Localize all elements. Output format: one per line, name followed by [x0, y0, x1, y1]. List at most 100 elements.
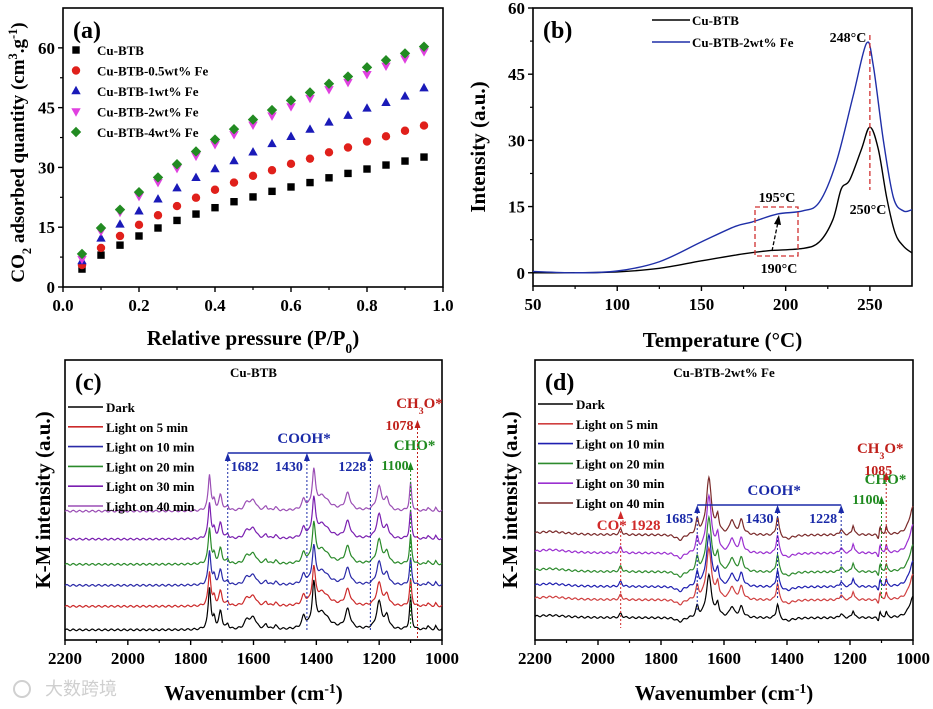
x-tick-label: 1000	[425, 649, 459, 668]
data-point-diamond	[247, 114, 259, 125]
data-point-circle	[153, 211, 163, 220]
x-tick-label: 1.0	[432, 296, 453, 315]
x-tick-label: 0.2	[128, 296, 149, 315]
x-axis-label: Temperature (°C)	[643, 328, 802, 352]
label-part: 2	[20, 248, 34, 254]
series-3	[77, 48, 429, 265]
band-arrow	[407, 462, 414, 470]
data-point-triangle-down	[324, 86, 334, 95]
spectrum-line-0	[534, 572, 914, 623]
band-arrow	[838, 505, 845, 513]
data-point-triangle-up	[419, 82, 429, 92]
label-part: adsorbed quantity (cm	[8, 59, 29, 248]
ch3o-band-label: 1085	[864, 464, 892, 479]
annotation-250: 250°C	[850, 203, 887, 218]
series-2	[77, 82, 429, 265]
band-arrow	[883, 472, 890, 480]
x-tick-label: 1400	[299, 649, 333, 668]
label-part: )	[806, 681, 813, 705]
band-arrow	[224, 453, 231, 461]
data-point-square	[382, 161, 390, 169]
ch3o-label: CH3O*	[396, 396, 443, 417]
band-arrow	[617, 511, 624, 519]
data-point-triangle-down	[191, 152, 201, 162]
data-point-circle	[96, 243, 106, 253]
data-point-circle	[343, 143, 353, 152]
data-point-circle	[229, 178, 239, 187]
cho-band-label: 1100	[381, 459, 408, 474]
data-point-diamond	[152, 172, 164, 183]
label-part: -1	[6, 29, 20, 39]
legend-label: Cu-BTB	[97, 43, 144, 58]
legend-label: Light on 5 min	[576, 417, 659, 432]
spectrum-line-3	[534, 514, 914, 578]
x-tick-label: 250	[857, 295, 883, 314]
data-point-square	[268, 187, 276, 196]
spectrum-line-1	[64, 564, 443, 608]
data-point-square	[401, 157, 409, 165]
data-point-diamond	[209, 134, 221, 145]
label-part: .g	[8, 39, 29, 54]
y-tick-label: 45	[38, 99, 55, 118]
legend-label: Light on 40 min	[106, 499, 195, 514]
data-point-square	[154, 224, 162, 232]
data-point-circle	[419, 121, 429, 130]
data-point-triangle-down	[248, 121, 258, 130]
data-point-triangle-up	[96, 233, 106, 242]
band-arrow	[414, 420, 421, 428]
panel-c-cubtb-drifts-chart: 2200 2000 1800 1600 1400 1200 1000 (c) Dark Light…	[31, 359, 459, 705]
data-point-circle	[172, 201, 182, 211]
y-tick-label: 15	[508, 198, 525, 217]
data-point-circle	[191, 193, 201, 202]
spectrum-line-4	[534, 493, 914, 560]
data-point-triangle-up	[362, 103, 372, 112]
spectrum-line-1	[534, 545, 914, 606]
data-point-square	[325, 174, 333, 182]
data-point-diamond	[171, 159, 183, 170]
spectrum-line-3	[64, 520, 443, 566]
legend-label: Light on 5 min	[106, 420, 189, 435]
panel-label: (a)	[73, 18, 101, 44]
y-tick-label: 30	[38, 158, 55, 177]
spectrum-line-5	[64, 467, 443, 513]
x-axis-label: Wavenumber (cm-1)	[635, 681, 813, 706]
data-point-square	[230, 198, 238, 206]
y-axis-label: CO2 adsorbed quantity (cm3.g-1)	[6, 22, 34, 282]
data-point-circle	[305, 154, 315, 163]
series-line-1	[532, 41, 913, 274]
data-point-triangle-up	[153, 194, 163, 203]
band-label: 1685	[665, 512, 693, 527]
ch3o-label: CH3O*	[857, 441, 904, 462]
x-tick-label: 1600	[237, 649, 271, 668]
annotation-248: 248°C	[830, 31, 867, 46]
data-point-triangle-up	[267, 138, 277, 148]
data-point-circle	[286, 159, 296, 169]
legend-label: Dark	[106, 400, 136, 415]
legend-label: Light on 30 min	[576, 476, 665, 491]
x-tick-label: 2200	[48, 649, 82, 668]
panel-d-cubtb-2wt-fe-drifts-chart: 2200 2000 1800 1600 1400 1200 1000 (d)Dark Light…	[498, 359, 930, 706]
legend-label: Light on 40 min	[576, 496, 665, 511]
spectrum-line-5	[534, 474, 914, 542]
x-tick-label: 1400	[770, 649, 804, 668]
data-point-diamond	[361, 62, 373, 73]
x-tick-label: 0.8	[356, 296, 377, 315]
data-point-square	[135, 232, 143, 240]
label-part: Wavenumber (cm	[164, 681, 325, 705]
highlight-box	[754, 206, 799, 257]
x-tick-label: 1200	[362, 649, 396, 668]
label-part: -1	[795, 681, 807, 696]
data-point-circle	[134, 220, 144, 230]
data-point-triangle-up	[115, 219, 125, 228]
label-part: CO	[8, 254, 29, 283]
cooh-label: COOH*	[748, 483, 801, 499]
data-point-square	[306, 178, 314, 187]
legend-marker	[72, 46, 80, 54]
legend-marker	[70, 126, 82, 138]
data-point-circle	[381, 132, 391, 141]
y-tick-label: 45	[508, 65, 525, 84]
band-arrow	[694, 505, 701, 513]
data-point-triangle-up	[305, 124, 315, 133]
data-point-diamond	[399, 48, 411, 59]
data-point-diamond	[380, 55, 392, 66]
